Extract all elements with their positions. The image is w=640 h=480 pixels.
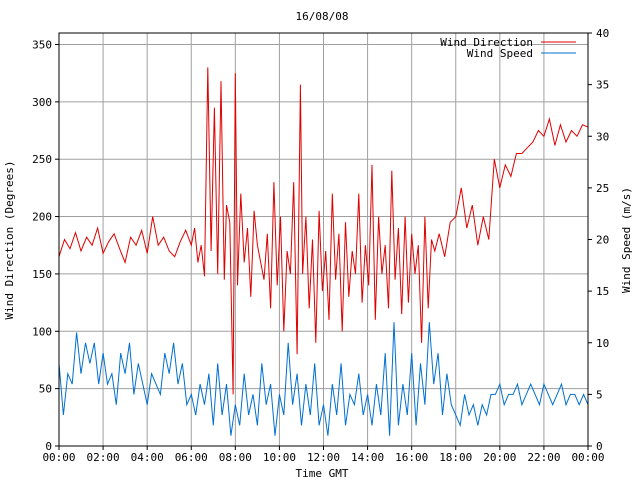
series-line-wind-speed [58, 322, 589, 436]
y-tick-label-right: 30 [596, 130, 609, 143]
legend-label: Wind Speed [467, 47, 533, 60]
chart-title: 16/08/08 [296, 10, 349, 23]
series-layer [58, 67, 589, 436]
x-tick-label: 00:00 [42, 451, 75, 464]
y-tick-label-right: 35 [596, 79, 609, 92]
x-tick-label: 22:00 [527, 451, 560, 464]
y-axis-label-right: Wind Speed (m/s) [620, 187, 633, 293]
x-tick-label: 02:00 [87, 451, 120, 464]
x-tick-label: 18:00 [439, 451, 472, 464]
x-tick-label: 20:00 [483, 451, 516, 464]
legend-label: Wind Direction [440, 36, 533, 49]
y-tick-label-left: 150 [32, 268, 52, 281]
y-tick-label-left: 200 [32, 211, 52, 224]
y-tick-label-left: 0 [45, 440, 52, 453]
series-line-wind-direction [58, 67, 589, 395]
y-axis-label-left: Wind Direction (Degrees) [3, 161, 16, 320]
x-tick-label: 10:00 [263, 451, 296, 464]
x-tick-label: 12:00 [307, 451, 340, 464]
y-tick-label-right: 0 [596, 440, 603, 453]
x-tick-label: 00:00 [571, 451, 604, 464]
y-tick-label-left: 250 [32, 153, 52, 166]
ticks-layer: 00:00 02:00 04:00 06:00 08:00 10:00 12:00 14:00… [32, 27, 609, 464]
x-tick-label: 14:00 [351, 451, 384, 464]
y-tick-label-left: 350 [32, 38, 52, 51]
x-tick-label: 06:00 [175, 451, 208, 464]
x-tick-label: 08:00 [219, 451, 252, 464]
y-tick-label-left: 300 [32, 96, 52, 109]
y-tick-label-right: 10 [596, 337, 609, 350]
y-tick-label-right: 25 [596, 182, 609, 195]
x-tick-label: 04:00 [131, 451, 164, 464]
y-tick-label-left: 50 [39, 383, 52, 396]
y-tick-label-right: 15 [596, 285, 609, 298]
x-tick-label: 16:00 [395, 451, 428, 464]
y-tick-label-right: 20 [596, 234, 609, 247]
y-tick-label-right: 40 [596, 27, 609, 40]
y-tick-label-left: 100 [32, 325, 52, 338]
y-tick-label-right: 5 [596, 388, 603, 401]
x-axis-label: Time GMT [296, 467, 349, 480]
